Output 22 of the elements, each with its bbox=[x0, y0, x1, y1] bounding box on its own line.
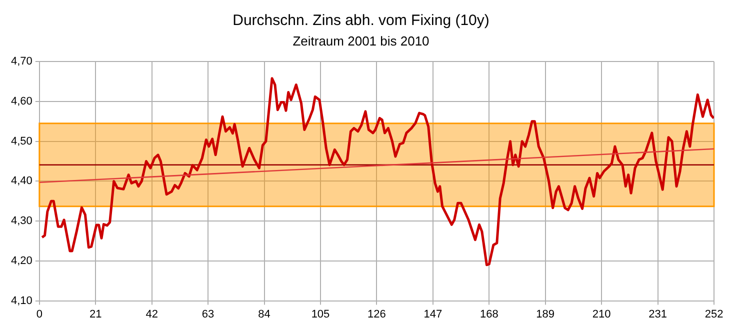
x-tick-label: 168 bbox=[480, 308, 498, 320]
x-tick-label: 189 bbox=[536, 308, 555, 320]
x-tick-label: 210 bbox=[592, 308, 611, 320]
y-tick-label: 4,70 bbox=[10, 56, 32, 68]
y-tick-label: 4,40 bbox=[10, 175, 32, 188]
chart-title: Durchschn. Zins abh. vom Fixing (10y) bbox=[232, 12, 490, 30]
x-tick-label: 105 bbox=[311, 308, 330, 320]
x-tick-label: 126 bbox=[368, 308, 386, 320]
x-tick-label: 147 bbox=[424, 308, 442, 320]
x-tick-label: 42 bbox=[146, 308, 158, 320]
x-tick-label: 0 bbox=[36, 308, 42, 320]
x-tick-label: 84 bbox=[258, 308, 270, 320]
y-tick-label: 4,10 bbox=[10, 294, 32, 307]
x-tick-label: 231 bbox=[648, 308, 667, 320]
y-tick-label: 4,60 bbox=[10, 96, 32, 108]
chart-subtitle: Zeitraum 2001 bis 2010 bbox=[292, 33, 430, 48]
y-tick-label: 4,20 bbox=[10, 254, 32, 267]
x-tick-label: 21 bbox=[90, 308, 102, 320]
y-tick-label: 4,30 bbox=[10, 215, 32, 228]
y-tick-label: 4,50 bbox=[10, 135, 32, 148]
x-tick-label: 63 bbox=[202, 308, 214, 320]
x-tick-label: 252 bbox=[704, 308, 724, 320]
